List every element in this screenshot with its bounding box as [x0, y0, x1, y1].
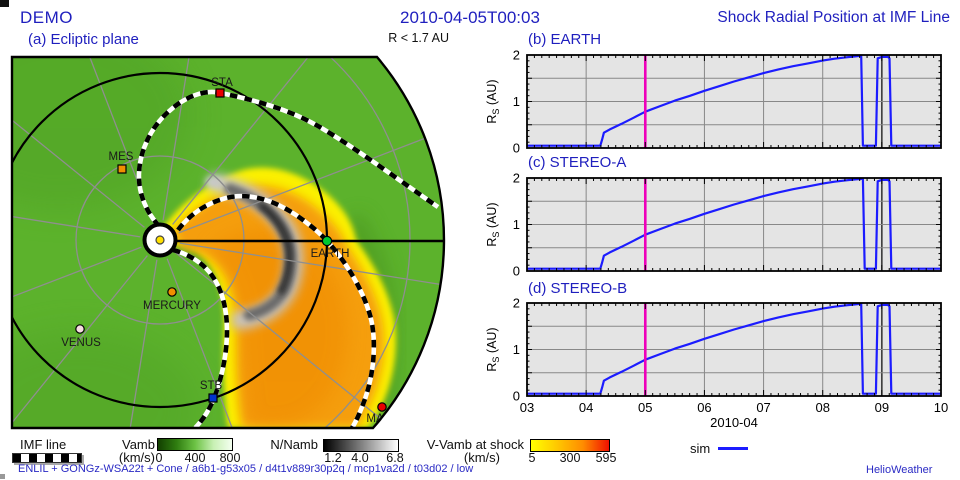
vshock-tick-1: 300 [559, 451, 581, 465]
svg-text:1: 1 [513, 217, 520, 232]
messenger-label: MES [109, 151, 134, 163]
imf-line-label: IMF line [20, 437, 67, 452]
venus-label: VENUS [61, 337, 101, 349]
imf-line-stb [172, 247, 230, 428]
imf-line-swatch [12, 453, 82, 463]
svg-text:0: 0 [513, 389, 520, 404]
vamb-tick-1: 400 [184, 451, 206, 465]
cme-shock-deep-orange [210, 228, 347, 425]
svg-text:RS (AU): RS (AU) [485, 327, 501, 371]
panel-title-stereo-a: (c) STEREO-A [528, 154, 627, 171]
map-border [10, 55, 446, 430]
density-crescent-dark [258, 202, 293, 295]
vamb-label: Vamb [122, 437, 155, 452]
vshock-tick-2: 595 [595, 451, 617, 465]
svg-text:03: 03 [520, 400, 534, 415]
slow-stream-shade-nw [12, 57, 190, 210]
svg-text:RS (AU): RS (AU) [485, 79, 501, 123]
nnamb-label: N/Namb [270, 437, 318, 452]
venus-marker [75, 324, 85, 334]
panel-title-earth: (b) EARTH [528, 31, 602, 48]
chart-stereo-a: 0 1 2 RS (AU) [485, 173, 942, 279]
sim-label: sim [690, 441, 711, 456]
mercury-label: MERCURY [143, 300, 201, 312]
run-label: DEMO [20, 8, 73, 27]
vshock-colorbar [530, 439, 610, 452]
body-markers [75, 88, 387, 412]
svg-text:07: 07 [756, 400, 770, 415]
svg-text:09: 09 [875, 400, 889, 415]
nnamb-tick-0: 1.2 [324, 451, 342, 465]
vshock-label: V-Vamb at shock [426, 437, 524, 452]
vamb-tick-0: 0 [155, 451, 163, 465]
svg-text:1: 1 [513, 342, 520, 357]
chart-stereo-b: 0 1 2 RS (AU) 03 04 05 06 07 08 09 10 2010-04 [485, 298, 948, 430]
panel-title-stereo-b: (d) STEREO-B [528, 280, 628, 297]
vshock-tick-0: 5 [528, 451, 536, 465]
stereo-a-label: STA [211, 77, 233, 89]
mercury-marker [167, 287, 177, 297]
earth-marker [321, 235, 333, 247]
svg-text:2010-04: 2010-04 [710, 415, 758, 430]
credit-link: HelioWeather [866, 464, 933, 476]
map-range-note: R < 1.7 AU [388, 31, 449, 45]
vamb-tick-2: 800 [219, 451, 241, 465]
svg-text:2: 2 [513, 173, 520, 186]
earth-label: EARTH [311, 248, 350, 260]
nnamb-tick-1: 4.0 [351, 451, 369, 465]
map-panel-title: (a) Ecliptic plane [28, 31, 139, 48]
map-layers: STA MES MERCURY VENUS EARTH STB MARS [12, 57, 444, 428]
svg-text:10: 10 [934, 400, 948, 415]
corner-mark-top-left [0, 0, 9, 7]
chart-earth: 0 1 2 RS (AU) [485, 50, 942, 156]
mars-marker [377, 402, 387, 412]
nnamb-tick-2: 6.8 [386, 451, 404, 465]
svg-text:0: 0 [513, 141, 520, 156]
svg-text:04: 04 [579, 400, 593, 415]
timestamp: 2010-04-05T00:03 [400, 8, 540, 27]
nnamb-colorbar [323, 439, 399, 452]
svg-text:08: 08 [815, 400, 829, 415]
sim-line-swatch [718, 447, 748, 450]
svg-text:06: 06 [697, 400, 711, 415]
page-title: Shock Radial Position at IMF Line [717, 9, 950, 26]
corner-mark-bottom-left [0, 474, 5, 479]
imf-lines [136, 89, 440, 428]
ecliptic-map: STA MES MERCURY VENUS EARTH STB MARS [10, 55, 446, 430]
svg-text:RS (AU): RS (AU) [485, 202, 501, 246]
svg-text:1: 1 [513, 94, 520, 109]
messenger-marker [117, 164, 127, 174]
stereo-a-marker [215, 88, 225, 98]
vamb-colorbar [157, 438, 233, 451]
svg-text:05: 05 [638, 400, 652, 415]
svg-text:0: 0 [513, 264, 520, 279]
svg-text:2: 2 [513, 298, 520, 311]
stereo-b-label: STB [200, 380, 223, 392]
imf-line-earth [176, 193, 377, 428]
stereo-b-marker [208, 393, 218, 403]
vshock-unit: (km/s) [463, 450, 500, 465]
vamb-unit: (km/s) [118, 450, 155, 465]
sun-icon [155, 235, 165, 245]
svg-text:2: 2 [513, 50, 520, 63]
model-string: ENLIL + GONGz-WSA22t + Cone / a6b1-g53x0… [18, 463, 474, 475]
